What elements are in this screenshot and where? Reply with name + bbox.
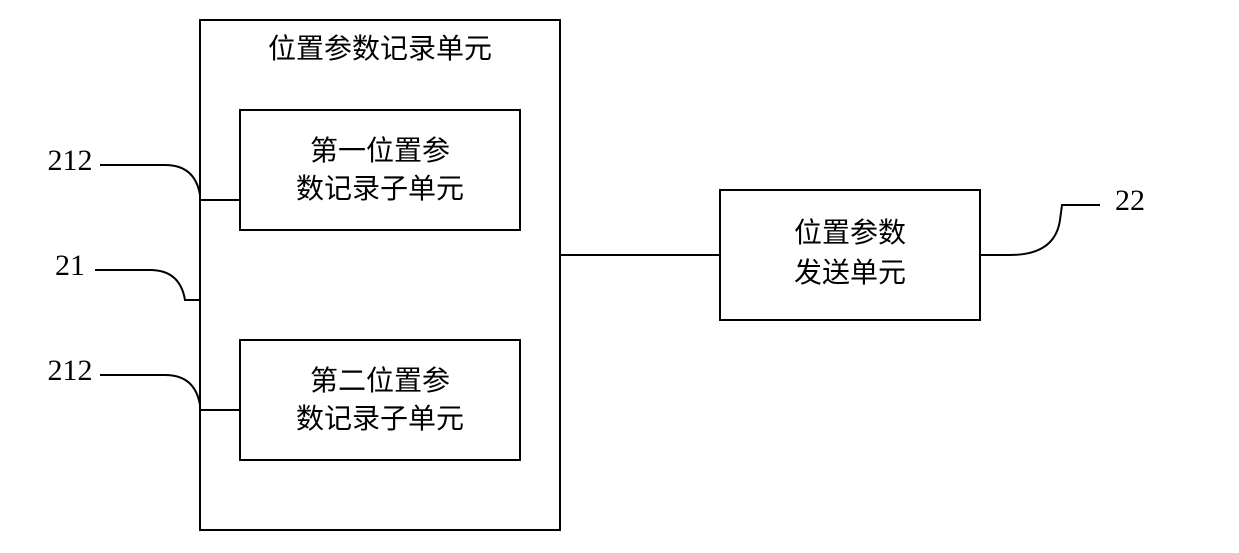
right-box-line2: 发送单元 [794,257,906,289]
sub-box-1-line1: 第一位置参 [310,135,450,167]
ref-label-21: 21 [55,249,85,282]
leader-212-top [100,165,240,200]
right-box [720,190,980,320]
ref-label-22: 22 [1115,184,1145,217]
sub-box-2-line2: 数记录子单元 [296,403,464,435]
right-box-line1: 位置参数 [794,217,906,249]
leader-22 [980,205,1100,255]
outer-box-title: 位置参数记录单元 [268,33,492,65]
sub-box-2 [240,340,520,460]
leader-212-bot [100,375,240,410]
ref-label-212-top: 212 [48,144,93,177]
sub-box-1-line2: 数记录子单元 [296,173,464,205]
leader-21 [95,270,200,300]
sub-box-2-line1: 第二位置参 [310,365,450,397]
sub-box-1 [240,110,520,230]
outer-box [200,20,560,530]
ref-label-212-bot: 212 [48,354,93,387]
